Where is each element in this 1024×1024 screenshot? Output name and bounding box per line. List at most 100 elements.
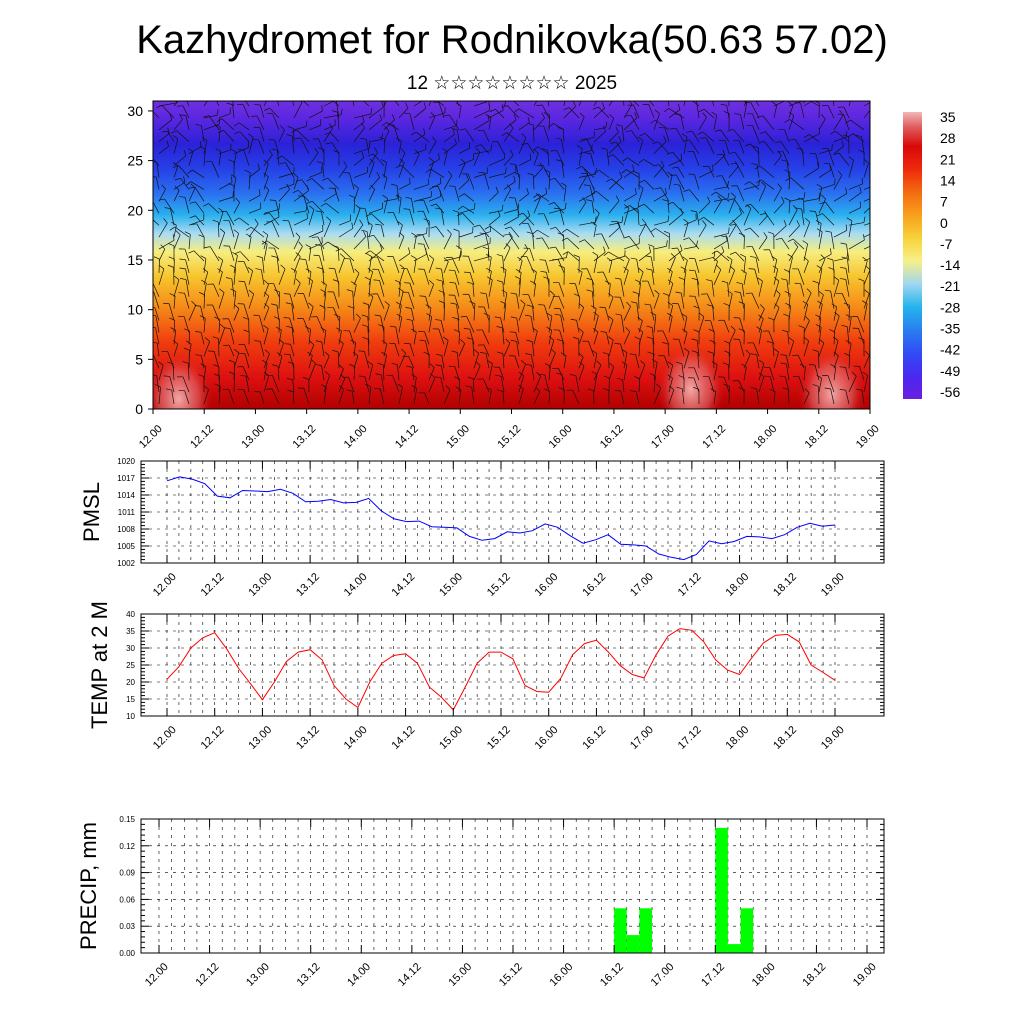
wind-barb (462, 173, 475, 190)
wind-barb-staff (752, 113, 760, 130)
wind-barb-flag (638, 184, 644, 189)
wind-barb-flag (330, 99, 336, 100)
wind-barb-staff (263, 163, 269, 178)
wind-barb (648, 244, 655, 261)
wind-barb-staff (502, 391, 505, 405)
wind-barb-staff (591, 279, 595, 297)
wind-barb (153, 256, 160, 273)
wind-barb-flag (295, 252, 301, 257)
wind-barb-staff (443, 303, 445, 321)
wind-barb-flag (324, 132, 331, 136)
wind-barb-flag (455, 386, 462, 390)
wind-barb-flag (518, 371, 524, 376)
x-tick-label: 16.12 (580, 724, 608, 752)
wind-barb-staff (653, 141, 667, 154)
wind-barb (214, 124, 221, 142)
x-tick-label: 16.12 (580, 571, 608, 599)
heatmap-y-tick-label: 15 (127, 252, 143, 268)
heatmap-x-tick-label: 15.12 (495, 423, 523, 451)
wind-barb (578, 239, 595, 250)
wind-barb-flag (234, 304, 240, 309)
wind-barb-flag (663, 135, 667, 142)
wind-barb-flag (526, 187, 529, 194)
wind-barb-staff (798, 376, 805, 393)
wind-barb-flag (603, 125, 606, 132)
wind-barb (342, 376, 355, 393)
wind-barb-staff (188, 234, 191, 250)
wind-barb-staff (708, 166, 715, 178)
wind-barb-staff (221, 118, 235, 131)
wind-barb (823, 162, 835, 178)
wind-barb-staff (548, 172, 551, 190)
wind-barb-staff (518, 215, 531, 226)
wind-barb-staff (260, 269, 265, 285)
wind-barb (213, 364, 220, 381)
wind-barb-staff (584, 239, 595, 250)
wind-barb-staff (173, 138, 179, 154)
wind-barb-flag (712, 257, 718, 262)
wind-barb (153, 306, 160, 321)
wind-barb (291, 268, 297, 285)
wind-barb-flag (621, 216, 624, 223)
wind-barb-staff (488, 248, 490, 261)
wind-barb-flag (505, 98, 510, 101)
wind-barb-flag (727, 192, 730, 199)
wind-barb-flag (500, 266, 507, 271)
wind-barb-staff (203, 389, 209, 405)
wind-barb-flag (276, 155, 283, 160)
wind-barb-staff (158, 133, 170, 143)
wind-barb (297, 387, 310, 405)
wind-barb-flag (315, 210, 322, 213)
wind-barb (695, 101, 700, 118)
wind-barb-flag (351, 222, 354, 229)
wind-barb (780, 354, 790, 369)
wind-barb (508, 355, 520, 369)
wind-barb-staff (788, 293, 791, 309)
wind-barb-flag (465, 385, 472, 388)
wind-barb-staff (483, 378, 490, 393)
wind-barb (237, 366, 250, 381)
wind-barb-flag (646, 268, 653, 271)
wind-barb-flag (529, 153, 532, 160)
wind-barb-flag (514, 172, 521, 176)
wind-barb (312, 138, 325, 154)
wind-barb-staff (263, 375, 270, 393)
heatmap-x-axis: 12.00 12.12 13.00 13.12 14.00 14.12 15.00 15.12… (137, 409, 882, 451)
wind-barb (863, 158, 869, 178)
wind-barb-staff (833, 146, 844, 154)
wind-barb-flag (621, 349, 628, 353)
wind-barb-staff (803, 101, 813, 107)
wind-barb (375, 373, 385, 393)
y-tick-label: 0.06 (119, 895, 135, 904)
wind-barb (591, 350, 598, 369)
wind-barb-flag (816, 213, 823, 217)
wind-barb-flag (397, 221, 403, 226)
wind-barb (630, 257, 640, 273)
wind-barb-staff (292, 379, 295, 393)
wind-barb-staff (738, 140, 745, 154)
wind-barb (526, 304, 535, 321)
wind-barb (713, 234, 728, 250)
wind-barb-flag (572, 101, 576, 107)
wind-barb-flag (178, 292, 185, 294)
wind-barb-flag (452, 316, 459, 320)
wind-barb-staff (829, 163, 835, 178)
wind-barb (425, 168, 445, 178)
wind-barb-flag (738, 301, 745, 305)
wind-barb (693, 386, 700, 405)
wind-barb-staff (803, 222, 811, 238)
wind-barb (653, 289, 660, 309)
wind-barb-staff (319, 255, 325, 273)
wind-barb (266, 113, 280, 130)
wind-barb (273, 316, 280, 333)
wind-barb (623, 164, 635, 178)
wind-barb (343, 258, 355, 273)
wind-barb-flag (775, 289, 781, 295)
wind-barb-staff (322, 268, 325, 285)
wind-barb-flag (548, 202, 555, 205)
wind-barb (234, 251, 250, 262)
wind-barb-flag (646, 336, 653, 340)
wind-barb (797, 197, 805, 214)
wind-barb-staff (428, 112, 445, 119)
wind-barb-staff (353, 355, 359, 369)
